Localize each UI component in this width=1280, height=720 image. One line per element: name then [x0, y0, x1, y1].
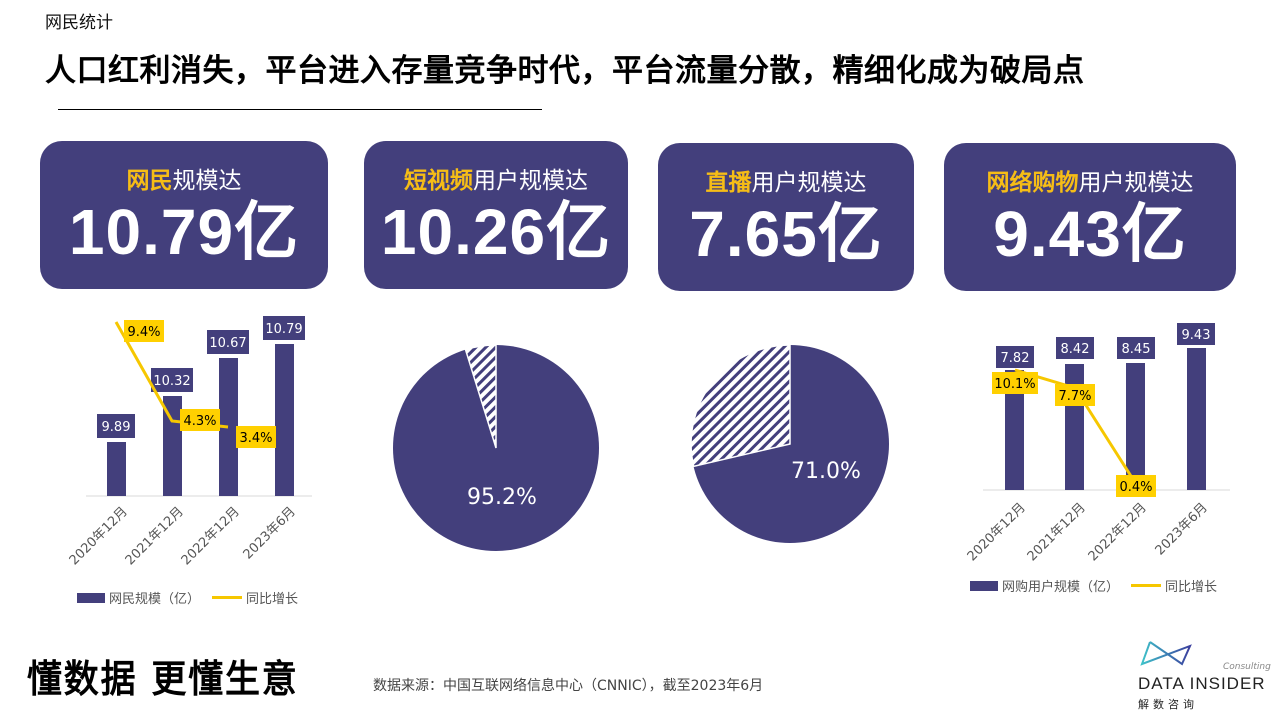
- svg-text:2023年6月: 2023年6月: [1153, 500, 1211, 558]
- legend-bar-swatch: [970, 580, 998, 591]
- svg-text:7.82: 7.82: [1001, 351, 1030, 366]
- stat-card-netizens: 网民规模达 10.79亿: [40, 141, 328, 289]
- svg-text:2022年12月: 2022年12月: [179, 504, 243, 568]
- card-label: 直播用户规模达: [705, 170, 867, 196]
- legend-line-swatch: [212, 596, 243, 599]
- stat-card-online-shopping: 网络购物用户规模达 9.43亿: [944, 143, 1236, 291]
- card-value: 10.79亿: [68, 196, 300, 268]
- svg-text:4.3%: 4.3%: [183, 414, 216, 429]
- short-video-pie-chart: 95.2%: [393, 344, 599, 551]
- svg-text:10.67: 10.67: [209, 336, 246, 351]
- netizen-bar-chart: 9.89 10.32 10.67 10.79 9.4% 4.3% 3.4% 20…: [67, 316, 312, 568]
- legend-bar-swatch: [77, 592, 105, 603]
- page-title: 人口红利消失，平台进入存量竞争时代，平台流量分散，精细化成为破局点: [45, 53, 1085, 89]
- section-label: 网民统计: [45, 13, 113, 33]
- stat-card-short-video: 短视频用户规模达 10.26亿: [364, 141, 628, 289]
- card-label: 网民规模达: [126, 168, 242, 194]
- svg-text:2021年12月: 2021年12月: [123, 504, 187, 568]
- svg-text:2023年6月: 2023年6月: [241, 504, 299, 562]
- data-insider-logo: Consulting DATA INSIDER 解数咨询: [1138, 638, 1271, 718]
- svg-text:8.42: 8.42: [1061, 342, 1090, 357]
- svg-text:8.45: 8.45: [1122, 342, 1151, 357]
- svg-text:0.4%: 0.4%: [1119, 480, 1152, 495]
- svg-text:2020年12月: 2020年12月: [965, 500, 1029, 564]
- live-stream-pie-chart: 71.0%: [690, 344, 889, 543]
- data-source-note: 数据来源：中国互联网络信息中心（CNNIC），截至2023年6月: [373, 678, 764, 694]
- shopping-chart-legend: 网购用户规模（亿） 同比增长: [970, 576, 1217, 595]
- svg-text:10.79: 10.79: [265, 322, 302, 337]
- svg-text:10.32: 10.32: [153, 374, 190, 389]
- slogan: 懂数据 更懂生意: [27, 657, 299, 701]
- legend-line-swatch: [1131, 584, 1162, 587]
- bowtie-logo-icon: [1140, 641, 1192, 666]
- card-value: 7.65亿: [689, 198, 883, 270]
- shopping-bar-chart: 7.82 8.42 8.45 9.43 10.1% 7.7% 0.4% 2020…: [965, 323, 1230, 564]
- title-divider: [58, 109, 542, 110]
- svg-text:9.4%: 9.4%: [127, 325, 160, 340]
- svg-text:95.2%: 95.2%: [467, 485, 537, 510]
- card-label: 网络购物用户规模达: [986, 170, 1194, 196]
- svg-text:71.0%: 71.0%: [791, 459, 861, 484]
- card-value: 10.26亿: [380, 196, 612, 268]
- svg-text:10.1%: 10.1%: [994, 377, 1035, 392]
- svg-text:2022年12月: 2022年12月: [1086, 500, 1150, 564]
- svg-text:2020年12月: 2020年12月: [67, 504, 131, 568]
- svg-text:9.43: 9.43: [1182, 328, 1211, 343]
- card-label: 短视频用户规模达: [404, 168, 588, 194]
- svg-text:7.7%: 7.7%: [1058, 389, 1091, 404]
- svg-text:2021年12月: 2021年12月: [1025, 500, 1089, 564]
- svg-text:9.89: 9.89: [102, 420, 131, 435]
- stat-card-live-stream: 直播用户规模达 7.65亿: [658, 143, 914, 291]
- svg-text:3.4%: 3.4%: [239, 431, 272, 446]
- netizen-chart-legend: 网民规模（亿） 同比增长: [77, 588, 298, 607]
- card-value: 9.43亿: [993, 198, 1187, 270]
